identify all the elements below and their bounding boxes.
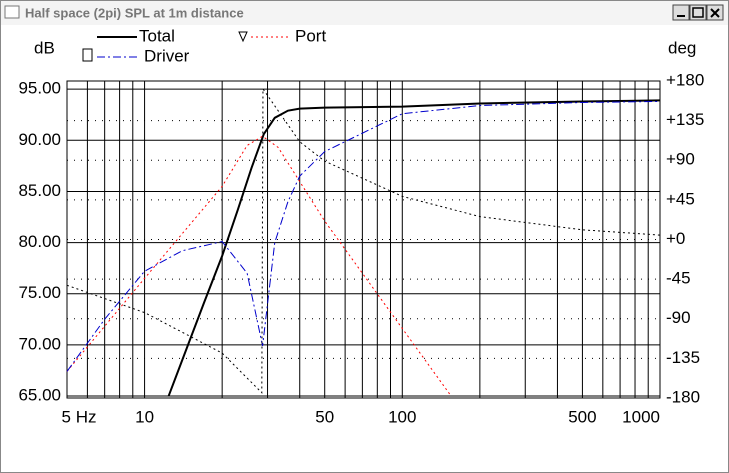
legend-driver-marker xyxy=(82,48,93,62)
legend-label: Total xyxy=(139,26,175,45)
series-line xyxy=(66,87,661,394)
x-tick-label: 500 xyxy=(568,407,596,426)
window-buttons xyxy=(672,4,724,21)
app-icon xyxy=(4,5,20,19)
y-tick-label: 85.00 xyxy=(18,181,61,200)
title-bar xyxy=(1,1,728,25)
y-tick-label: 65.00 xyxy=(18,385,61,404)
x-tick-label: 10 xyxy=(135,407,154,426)
y2-tick-label: +0 xyxy=(666,229,685,248)
y2-tick-label: -135 xyxy=(666,348,700,367)
legend: Total Port Driver xyxy=(82,26,326,65)
window-title: Half space (2pi) SPL at 1m distance xyxy=(25,5,244,20)
y-axis-label: dB xyxy=(34,38,55,57)
plot-frame xyxy=(66,80,661,399)
series-line xyxy=(167,99,661,397)
y2-tick-label: +135 xyxy=(666,110,704,129)
y2-tick-label: +90 xyxy=(666,150,695,169)
y2-axis-label: deg xyxy=(668,38,696,57)
y2-tick-label: +180 xyxy=(666,70,704,89)
x-tick-label: 100 xyxy=(388,407,416,426)
x-tick-label: 50 xyxy=(315,407,334,426)
x-tick-label: 1000 xyxy=(622,407,660,426)
x-tick-label: 5 Hz xyxy=(62,407,97,426)
y2-tick-label: -45 xyxy=(666,269,691,288)
series-line xyxy=(66,135,452,397)
y-tick-label: 80.00 xyxy=(18,232,61,251)
y-tick-label: 75.00 xyxy=(18,283,61,302)
y2-tick-label: -90 xyxy=(666,308,691,327)
y-tick-label: 90.00 xyxy=(18,130,61,149)
y2-tick-label: +45 xyxy=(666,189,695,208)
legend-label: Driver xyxy=(144,46,190,65)
y2-tick-label: -180 xyxy=(666,387,700,406)
y-tick-label: 70.00 xyxy=(18,334,61,353)
series-line xyxy=(66,100,661,372)
minimize-button[interactable] xyxy=(672,4,690,21)
y-tick-label: 95.00 xyxy=(18,79,61,98)
legend-port-marker xyxy=(238,31,248,43)
legend-label: Port xyxy=(295,26,326,45)
